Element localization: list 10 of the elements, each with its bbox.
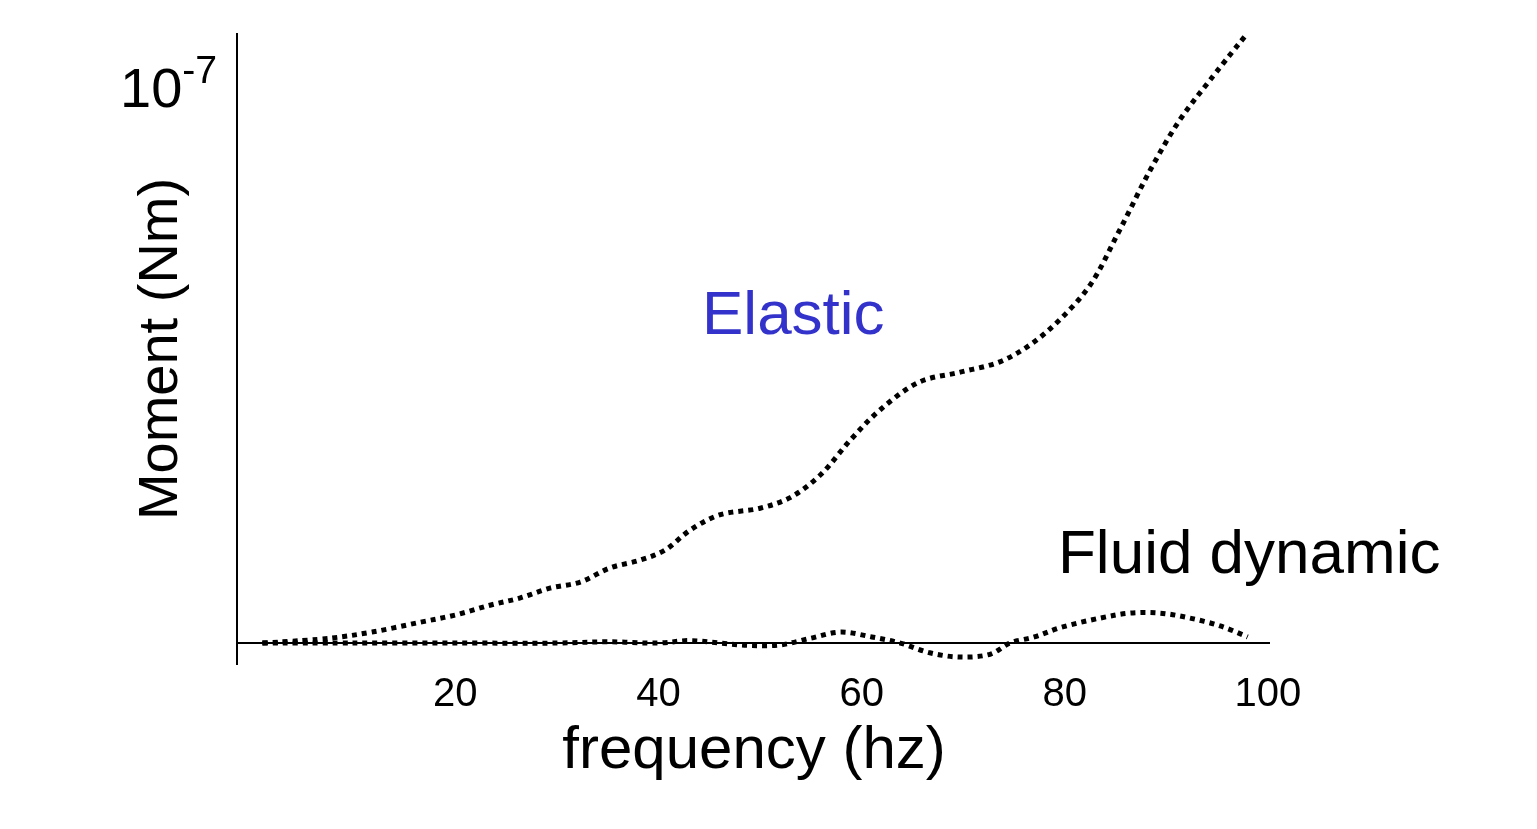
- y-axis-title: Moment (Nm): [126, 177, 190, 521]
- series-label: Elastic: [702, 278, 885, 347]
- x-axis-title: frequency (hz): [562, 714, 946, 781]
- text: 10$^{-7}$: [120, 48, 218, 119]
- series-label: Fluid dynamic: [1058, 517, 1441, 586]
- x-tick-label: 40: [636, 670, 681, 714]
- x-tick-label: 100: [1234, 670, 1302, 714]
- x-tick-label: 20: [433, 670, 478, 714]
- x-tick-label: 80: [1042, 670, 1088, 714]
- x-tick-label: 60: [839, 670, 884, 714]
